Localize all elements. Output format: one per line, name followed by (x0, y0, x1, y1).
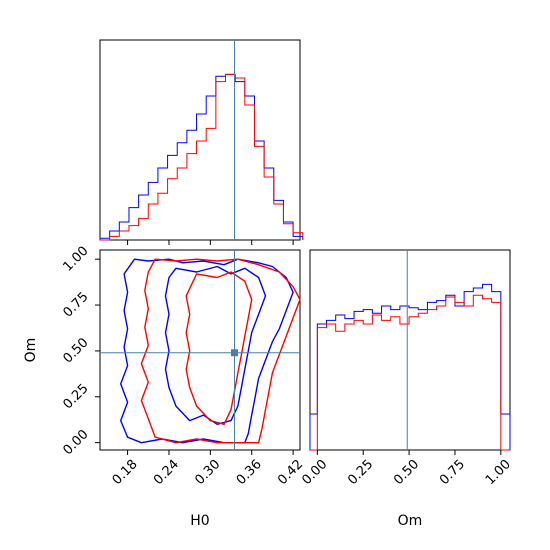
om-x-tick-label-4: 1.00 (483, 457, 514, 488)
h0-x-tick-label-2: 0.30 (192, 457, 223, 488)
om-x-tick-label-1: 0.25 (345, 457, 376, 488)
om-hist-series-1 (310, 294, 510, 451)
om-x-ticks: 0.00 0.25 0.50 0.75 1.00 (299, 450, 514, 488)
om-y-tick-label-1: 0.25 (60, 381, 91, 412)
om-marginal-panel: 0.00 0.25 0.50 0.75 1.00 Om (299, 249, 514, 529)
om-hist-series-0 (309, 283, 511, 450)
h0-x-tick-label-4: 0.42 (275, 457, 306, 488)
h0-hist-series-1 (100, 73, 304, 241)
h0-marginal-ticks (127, 240, 294, 245)
x-axis-label-om: Om (398, 513, 423, 529)
x-axis-label-h0: H0 (190, 513, 209, 529)
h0-x-tick-label-1: 0.24 (151, 457, 182, 488)
contour-series-1-level-0 (140, 258, 301, 444)
y-axis-label-om: Om (23, 338, 39, 363)
contour-series-0-level-0 (119, 258, 294, 444)
h0-x-ticks: 0.18 0.24 0.30 0.36 0.42 (110, 450, 306, 488)
om-histogram-series (309, 283, 511, 451)
om-x-tick-label-0: 0.00 (299, 457, 330, 488)
truth-marker (230, 349, 238, 357)
om-y-ticks: 0.00 0.25 0.50 0.75 1.00 (60, 244, 100, 458)
h0-x-tick-label-0: 0.18 (110, 457, 141, 488)
h0-hist-series-0 (99, 73, 304, 240)
om-y-tick-label-0: 0.00 (60, 427, 91, 458)
om-x-tick-label-2: 0.50 (391, 457, 422, 488)
om-marginal-frame (309, 249, 511, 451)
om-y-tick-label-2: 0.50 (60, 335, 91, 366)
h0-om-contour-panel: 0.18 0.24 0.30 0.36 0.42 0.00 0.25 0.50 0.75 1.0… (23, 244, 306, 529)
h0-x-tick-label-3: 0.36 (234, 457, 265, 488)
om-y-tick-label-3: 0.75 (60, 290, 91, 321)
h0-marginal-panel (99, 39, 304, 245)
h0-marginal-frame (99, 39, 301, 241)
om-x-tick-label-3: 0.75 (437, 457, 468, 488)
om-y-tick-label-4: 1.00 (60, 244, 91, 275)
h0-histogram-series (99, 73, 304, 241)
contour-series-1-level-1 (185, 271, 253, 425)
